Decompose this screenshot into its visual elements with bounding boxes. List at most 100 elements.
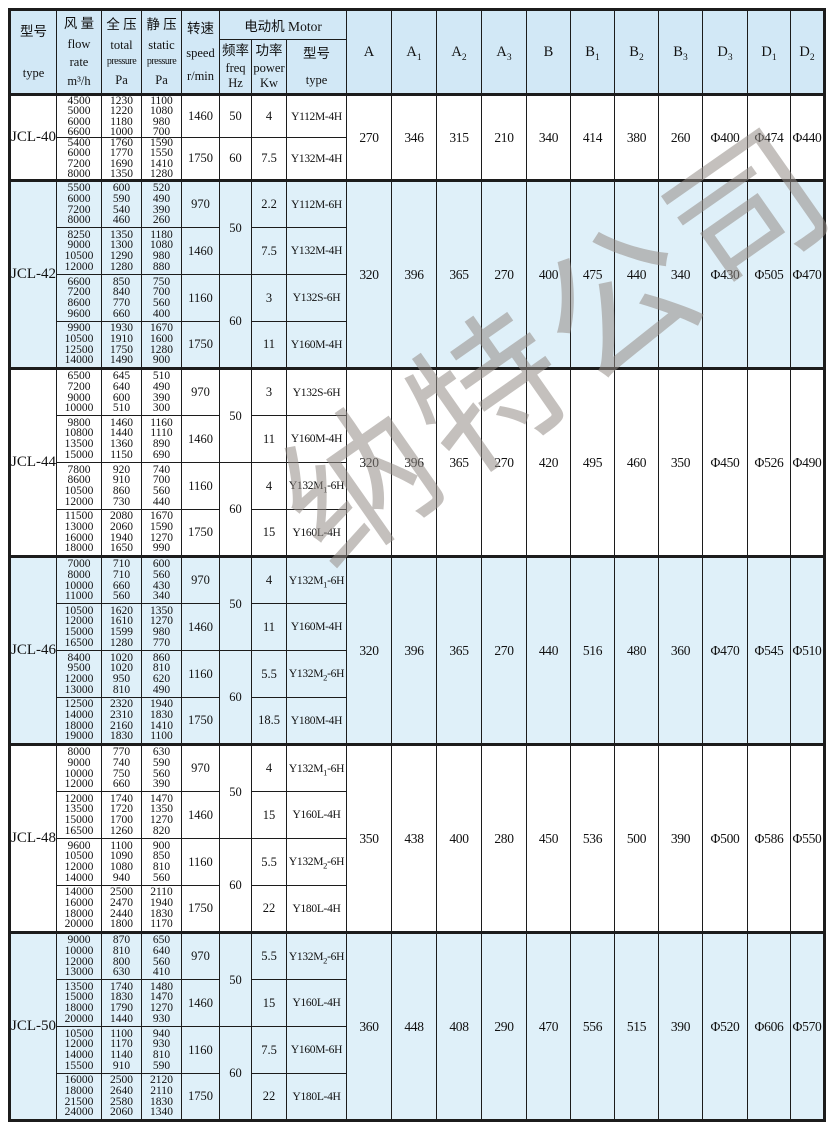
dim-value-D3: Φ400: [702, 93, 749, 181]
col-header-motor-group: 电动机 Motor: [218, 9, 348, 40]
speed-value: 970: [181, 743, 220, 792]
flow-rate-values: 13500 15000 18000 20000: [56, 979, 102, 1027]
dim-value-D1: Φ526: [747, 367, 792, 557]
flow-rate-values: 9900 10500 12500 14000: [56, 321, 102, 369]
dim-value-A3: 280: [481, 743, 528, 933]
speed-value: 970: [181, 931, 220, 980]
col-header-line: power: [253, 60, 285, 75]
col-header-freq: 频率 freq Hz: [219, 39, 252, 95]
static-pressure-values: 860 810 620 490: [141, 650, 182, 698]
col-header-static-pressure: 静 压 static pressure Pa: [141, 9, 182, 95]
total-pressure-values: 2320 2310 2160 1830: [101, 697, 142, 745]
dim-value-D2: Φ470: [790, 179, 826, 369]
speed-value: 1750: [181, 509, 220, 557]
motor-type-value: Y132M-4H: [285, 137, 348, 181]
flow-rate-values: 10500 12000 14000 15500: [56, 1026, 102, 1074]
flow-rate-values: 12500 14000 18000 19000: [56, 697, 102, 745]
static-pressure-values: 510 490 390 300: [141, 367, 182, 416]
motor-type-value: Y132M2-6H: [285, 931, 348, 980]
col-header-dim-A: A: [346, 9, 393, 95]
flow-rate-values: 8400 9500 12000 13000: [56, 650, 102, 698]
power-value: 5.5: [251, 931, 287, 980]
table-body: JCL-40 4500 5000 6000 6600 1230 1220 1180 1000 11…: [9, 93, 826, 1121]
spec-row-JCL-42-2: 6600 7200 8600 9600 850 840 770 660 750 700 560 400…: [10, 274, 825, 369]
static-pressure-values: 740 700 560 440: [141, 462, 182, 510]
motor-type-value: Y132M1-6H: [285, 555, 348, 604]
static-pressure-values: 1940 1830 1410 1100: [141, 697, 182, 745]
freq-value: 60: [219, 137, 252, 181]
col-header-line: 静 压: [146, 16, 177, 32]
motor-type-value: Y160M-4H: [285, 321, 348, 369]
col-header-type: 型号 type: [9, 9, 57, 95]
motor-type-value: Y112M-6H: [285, 179, 348, 228]
spec-row-JCL-46-3: 12500 14000 18000 19000 2320 2310 2160 1830 1940…: [10, 697, 825, 745]
spec-row-JCL-44-2: 7800 8600 10500 12000 920 910 860 730 740 700 560 4…: [10, 462, 825, 557]
freq-value: 50: [219, 367, 252, 463]
power-value: 11: [251, 603, 287, 651]
freq-value: 60: [219, 838, 252, 933]
speed-value: 970: [181, 367, 220, 416]
col-header-line: m³/h: [67, 73, 91, 88]
static-pressure-values: 650 640 560 410: [141, 931, 182, 980]
dim-value-D3: Φ450: [702, 367, 749, 557]
col-header-line: 功率: [255, 43, 283, 58]
col-header-line: static: [148, 37, 175, 52]
dim-value-B1: 556: [570, 931, 616, 1121]
dim-value-A2: 408: [436, 931, 483, 1121]
power-value: 5.5: [251, 838, 287, 886]
power-value: 22: [251, 885, 287, 933]
dim-value-A3: 270: [481, 367, 528, 557]
dim-value-B: 440: [526, 555, 572, 745]
col-header-type-en: type: [22, 66, 45, 80]
total-pressure-values: 710 710 660 560: [101, 555, 142, 604]
dim-value-B3: 390: [658, 743, 704, 933]
motor-type-value: Y180L-4H: [285, 885, 348, 933]
spec-row-JCL-42-3: 9900 10500 12500 14000 1930 1910 1750 1490 1670 1…: [10, 321, 825, 369]
static-pressure-values: 940 930 810 590: [141, 1026, 182, 1074]
dim-value-B3: 390: [658, 931, 704, 1121]
flow-rate-values: 4500 5000 6000 6600: [56, 93, 102, 138]
dim-value-A1: 448: [391, 931, 438, 1121]
col-header-dim-B2: B2: [614, 9, 660, 95]
section-type-label: JCL-46: [9, 555, 57, 745]
flow-rate-values: 9600 10500 12000 14000: [56, 838, 102, 886]
dim-value-B1: 516: [570, 555, 616, 745]
dim-value-A: 360: [346, 931, 393, 1121]
power-value: 7.5: [251, 227, 287, 275]
section-type-label: JCL-42: [9, 179, 57, 369]
static-pressure-values: 2110 1940 1830 1170: [141, 885, 182, 933]
dim-value-A2: 315: [436, 93, 483, 181]
flow-rate-values: 6600 7200 8600 9600: [56, 274, 102, 322]
dim-value-B3: 350: [658, 367, 704, 557]
col-header-line: Kw: [259, 76, 279, 90]
total-pressure-values: 920 910 860 730: [101, 462, 142, 510]
dim-value-B1: 495: [570, 367, 616, 557]
flow-rate-values: 9000 10000 12000 13000: [56, 931, 102, 980]
speed-value: 1460: [181, 93, 220, 138]
dim-value-D2: Φ550: [790, 743, 826, 933]
col-header-line: 转速: [187, 21, 214, 36]
dim-value-A3: 290: [481, 931, 528, 1121]
dim-value-A1: 396: [391, 179, 438, 369]
power-value: 5.5: [251, 650, 287, 698]
col-header-line: pressure: [146, 56, 177, 68]
static-pressure-values: 1590 1550 1410 1280: [141, 137, 182, 181]
total-pressure-values: 1620 1610 1599 1280: [101, 603, 142, 651]
col-header-line: speed: [186, 46, 215, 60]
power-value: 7.5: [251, 1026, 287, 1074]
dim-value-D2: Φ510: [790, 555, 826, 745]
total-pressure-values: 1460 1440 1360 1150: [101, 415, 142, 463]
speed-value: 1460: [181, 415, 220, 463]
dim-value-D2: Φ440: [790, 93, 826, 181]
total-pressure-values: 2500 2640 2580 2060: [101, 1073, 142, 1121]
total-pressure-values: 1020 1020 950 810: [101, 650, 142, 698]
col-header-line: 频率: [222, 43, 249, 58]
col-header-line: Pa: [155, 73, 168, 88]
total-pressure-values: 1760 1770 1690 1350: [101, 137, 142, 181]
col-header-motor-type-zh: 型号: [303, 46, 330, 61]
speed-value: 1160: [181, 274, 220, 322]
flow-rate-values: 5400 6000 7200 8000: [56, 137, 102, 181]
power-value: 3: [251, 367, 287, 416]
power-value: 15: [251, 509, 287, 557]
power-value: 3: [251, 274, 287, 322]
